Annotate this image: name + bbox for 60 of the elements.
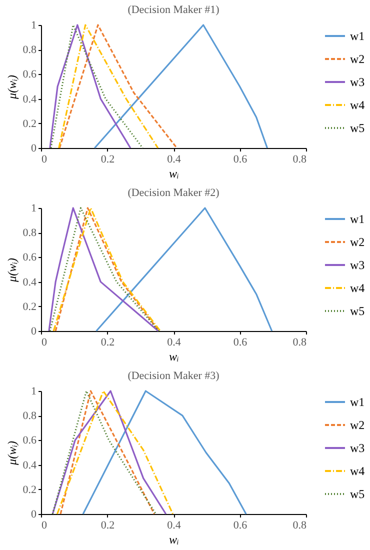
legend-label: w4 xyxy=(350,281,365,295)
x-tick-label: 0.8 xyxy=(292,154,307,166)
y-tick-label: 0.4 xyxy=(22,276,37,288)
y-tick-label: 0.8 xyxy=(22,410,37,422)
y-axis-title: μ(wᵢ) xyxy=(4,441,19,466)
line-series xyxy=(96,207,273,332)
y-tick-label: 1 xyxy=(31,20,36,32)
x-tick-label: 0.2 xyxy=(100,154,115,166)
y-tick-label: 0.8 xyxy=(22,44,37,56)
y-tick-label: 0.8 xyxy=(22,227,37,240)
x-tick-label: 0.6 xyxy=(233,154,248,166)
x-axis-title: wᵢ xyxy=(169,166,180,180)
y-tick-label: 1 xyxy=(31,202,36,214)
chart-title: (Decision Maker #3) xyxy=(128,370,220,382)
chart-title: (Decision Maker #1) xyxy=(128,4,220,16)
x-axis-title: wᵢ xyxy=(169,350,180,364)
line-series xyxy=(94,24,268,149)
y-axis-title: μ(wᵢ) xyxy=(4,75,19,100)
legend-label: w1 xyxy=(350,212,365,226)
y-tick-label: 0.4 xyxy=(22,459,37,472)
y-tick-label: 0.2 xyxy=(22,118,36,130)
legend-label: w3 xyxy=(350,441,365,455)
x-tick-label: 0.4 xyxy=(167,336,182,348)
legend-label: w3 xyxy=(350,75,365,89)
y-tick-label: 0.4 xyxy=(22,93,37,106)
y-tick-label: 0.2 xyxy=(22,300,36,313)
y-tick-label: 0.6 xyxy=(22,68,37,81)
y-tick-label: 0 xyxy=(31,142,37,154)
legend-label: w4 xyxy=(350,464,365,478)
legend-label: w2 xyxy=(350,235,365,249)
legend-label: w3 xyxy=(350,258,365,272)
legend-label: w5 xyxy=(350,487,365,501)
x-tick-label: 0.8 xyxy=(292,520,307,532)
y-tick-label: 0.2 xyxy=(22,484,36,496)
x-axis-title: wᵢ xyxy=(169,532,180,546)
legend-label: w1 xyxy=(350,29,365,43)
legend-label: w1 xyxy=(350,395,365,409)
y-tick-label: 0.6 xyxy=(22,434,37,447)
legend-label: w5 xyxy=(350,121,365,135)
y-tick-label: 0 xyxy=(31,508,37,520)
x-tick-label: 0.2 xyxy=(100,336,115,348)
y-tick-label: 0 xyxy=(31,326,37,338)
legend-label: w5 xyxy=(350,304,365,318)
chart-title: (Decision Maker #2) xyxy=(128,187,220,199)
x-tick-label: 0.4 xyxy=(167,154,182,166)
x-tick-label: 0.4 xyxy=(167,520,182,532)
x-tick-label: 0.8 xyxy=(292,336,307,348)
x-tick-label: 0 xyxy=(42,520,48,532)
y-tick-label: 1 xyxy=(31,386,36,398)
x-tick-label: 0 xyxy=(42,336,48,348)
x-tick-label: 0 xyxy=(42,154,48,166)
x-tick-label: 0.2 xyxy=(100,520,115,532)
line-series xyxy=(82,390,247,515)
x-tick-label: 0.6 xyxy=(233,520,248,532)
y-tick-label: 0.6 xyxy=(22,252,37,264)
legend-label: w2 xyxy=(350,52,365,66)
legend-label: w2 xyxy=(350,418,365,432)
y-axis-title: μ(wᵢ) xyxy=(4,258,19,283)
x-tick-label: 0.6 xyxy=(233,336,248,348)
legend-label: w4 xyxy=(350,98,365,112)
